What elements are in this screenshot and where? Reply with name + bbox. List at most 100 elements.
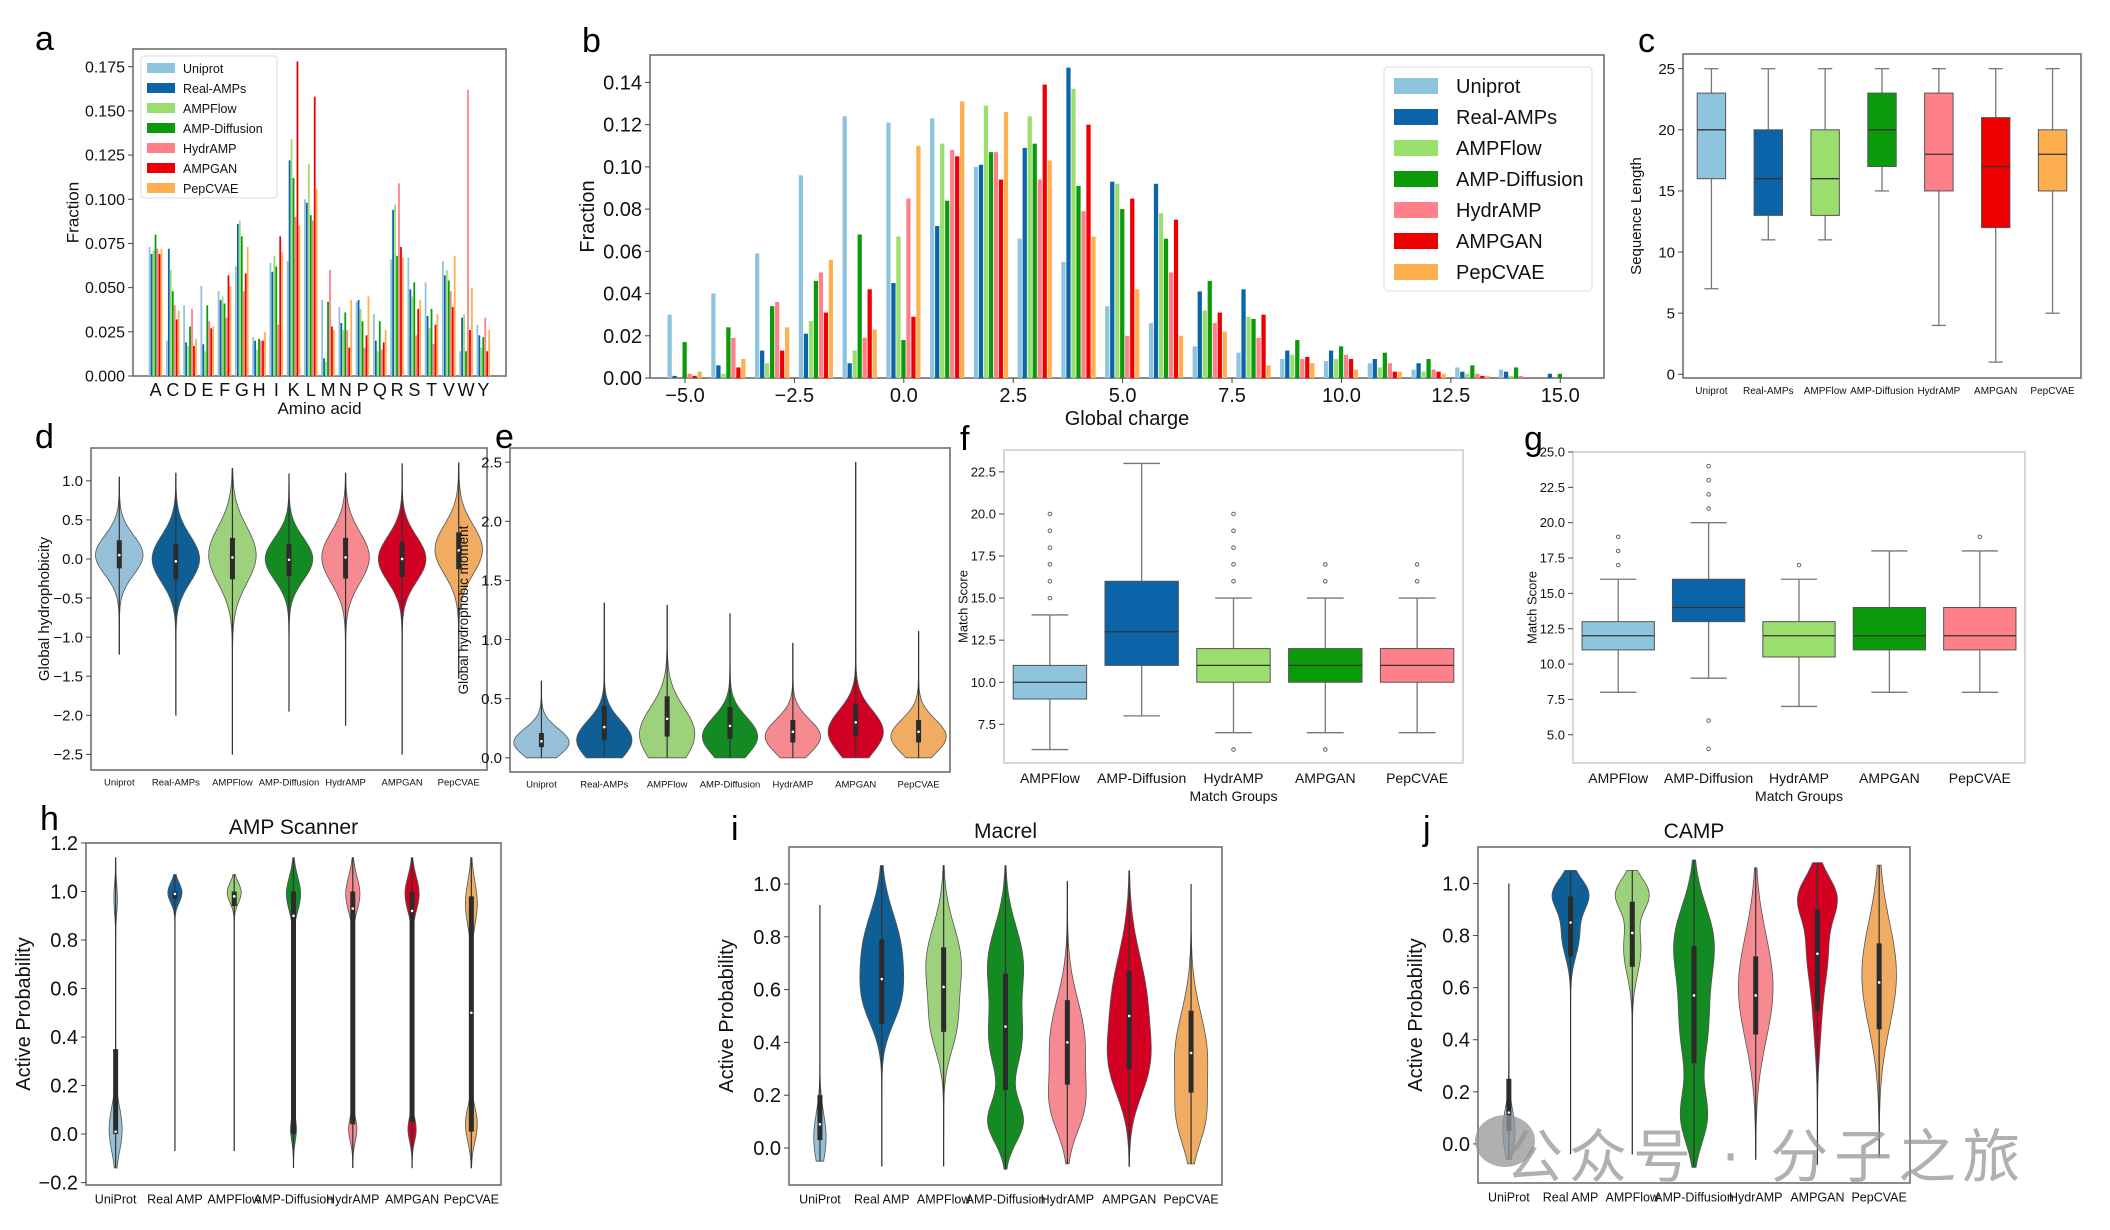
bar-HydrAMP — [415, 335, 418, 376]
bar-HydrAMP — [993, 152, 999, 378]
bar-Uniprot — [1061, 261, 1066, 378]
y-tick-label: 0.6 — [50, 979, 78, 1001]
bar-HydrAMP — [208, 321, 211, 376]
bar-HydrAMP — [225, 317, 228, 376]
x-tick-label: AMPFlow — [212, 778, 253, 789]
bar-Uniprot — [1498, 369, 1504, 378]
x-tick-label: 12.5 — [1431, 385, 1470, 407]
violin-AMP-Diffusion — [264, 473, 314, 712]
x-tick-label: AMPFlow — [1020, 770, 1081, 786]
bar-AMP-Diffusion — [275, 266, 278, 376]
bar-HydrAMP — [191, 308, 193, 376]
x-tick-label: L — [306, 380, 316, 400]
bar-AMPFlow — [307, 163, 310, 376]
bar-HydrAMP — [1125, 335, 1130, 378]
y-tick-label: 0.10 — [603, 157, 642, 179]
outlier-point — [1047, 511, 1053, 517]
bar-HydrAMP — [862, 337, 867, 378]
y-tick-label: 1.0 — [1442, 873, 1470, 895]
bar-AMPGAN — [210, 328, 213, 376]
bar-AMPFlow — [852, 350, 857, 378]
violin-iqr-box — [1506, 1078, 1512, 1131]
x-tick-label: AMP-Diffusion — [1664, 770, 1753, 786]
legend-swatch-PepCVAE — [1394, 264, 1438, 280]
x-tick-label: T — [426, 380, 437, 400]
bar-PepCVAE — [281, 252, 284, 376]
y-tick-label: 15 — [1658, 183, 1675, 200]
wechat-icon — [1475, 1115, 1535, 1167]
outlier-point — [1977, 534, 1983, 540]
bar-AMP-Diffusion — [189, 326, 191, 376]
y-tick-label: 0.8 — [753, 927, 781, 949]
y-tick-label: 0.5 — [481, 691, 502, 708]
y-tick-label: 15.0 — [1540, 586, 1565, 601]
y-tick-label: 0.0 — [50, 1124, 78, 1146]
bar-HydrAMP — [1300, 359, 1305, 378]
x-tick-label: Real AMP — [854, 1193, 910, 1207]
violin-AMP-Diffusion — [286, 857, 301, 1169]
bar-Uniprot — [667, 314, 672, 378]
y-tick-label: 22.5 — [1540, 480, 1565, 495]
bar-Uniprot — [1280, 359, 1285, 378]
violin-AMPGAN — [827, 461, 884, 759]
y-tick-label: −1.0 — [53, 629, 83, 646]
box-PepCVAE — [1943, 534, 2017, 693]
bar-Uniprot — [930, 118, 935, 378]
legend-swatch-AMP-Diffusion — [147, 123, 175, 133]
bar-AMPGAN — [1261, 314, 1266, 378]
y-tick-label: 0.5 — [62, 512, 83, 529]
bar-AMPFlow — [1027, 116, 1032, 378]
violin-median — [917, 730, 920, 734]
legend-label: AMP-Diffusion — [1456, 169, 1583, 191]
bar-PepCVAE — [1441, 373, 1446, 378]
bar-AMPFlow — [940, 143, 945, 378]
x-tick-label: PepCVAE — [1949, 770, 2011, 786]
legend-swatch-PepCVAE — [147, 183, 175, 193]
y-tick-label: 20.0 — [971, 506, 996, 521]
y-tick-label: 5 — [1667, 305, 1675, 322]
violin-iqr-box — [231, 891, 237, 907]
bar-AMPFlow — [480, 347, 483, 376]
bar-PepCVAE — [212, 326, 215, 376]
violin-AMPGAN — [378, 463, 427, 755]
bar-AMP-Diffusion — [1120, 209, 1125, 378]
bar-Real-AMPs — [323, 358, 325, 376]
panel-h: h −0.2 0.0 0.2 0.4 0.6 0.8 1.0 1.2 Active Probabi… — [13, 800, 502, 1207]
bar-Real-AMPs — [150, 254, 153, 376]
box-body — [1981, 117, 2011, 229]
x-tick-label: Uniprot — [526, 780, 557, 791]
bar-Uniprot — [338, 307, 341, 376]
x-tick-label: AMP-Diffusion — [254, 1193, 334, 1207]
legend-label: Uniprot — [1456, 76, 1521, 98]
legend-label: PepCVAE — [183, 182, 238, 196]
bar-AMP-Diffusion — [1076, 185, 1081, 378]
violin-median — [292, 914, 295, 918]
bar-AMP-Diffusion — [1032, 143, 1037, 378]
x-tick-label: 10.0 — [1322, 385, 1361, 407]
bar-HydrAMP — [906, 198, 911, 378]
violin-median — [1569, 921, 1572, 924]
bar-HydrAMP — [346, 330, 349, 376]
bar-HydrAMP — [467, 89, 469, 376]
x-tick-label: AMPFlow — [647, 780, 688, 791]
violin-UniProt — [813, 905, 827, 1162]
bar-Real-AMPs — [340, 322, 343, 376]
bar-Uniprot — [252, 337, 254, 376]
bar-Real-AMPs — [803, 333, 809, 378]
y-axis-title: Global hydrophobicity — [36, 536, 53, 681]
y-tick-label: 1.5 — [481, 573, 502, 590]
bar-Uniprot — [200, 285, 203, 376]
panel-b: b 0.00 0.02 0.04 0.06 0.08 0.10 0.12 0.14 Fractio… — [577, 22, 1605, 430]
bar-AMPFlow — [238, 220, 241, 376]
violin-iqr-box — [601, 705, 607, 741]
bar-AMPGAN — [313, 96, 316, 376]
box-body — [1762, 621, 1836, 658]
bar-AMP-Diffusion — [1207, 280, 1212, 378]
bar-Real-AMPs — [1503, 371, 1509, 378]
panel-label-a: a — [35, 20, 54, 58]
outlier-point — [1323, 579, 1328, 584]
bar-AMP-Diffusion — [447, 280, 450, 376]
bar-HydrAMP — [1256, 337, 1261, 378]
violin-iqr-box — [1814, 909, 1820, 1012]
panel-a: a 0.000 0.025 0.050 0.075 0.100 0.125 0.150 0.17… — [35, 20, 507, 418]
